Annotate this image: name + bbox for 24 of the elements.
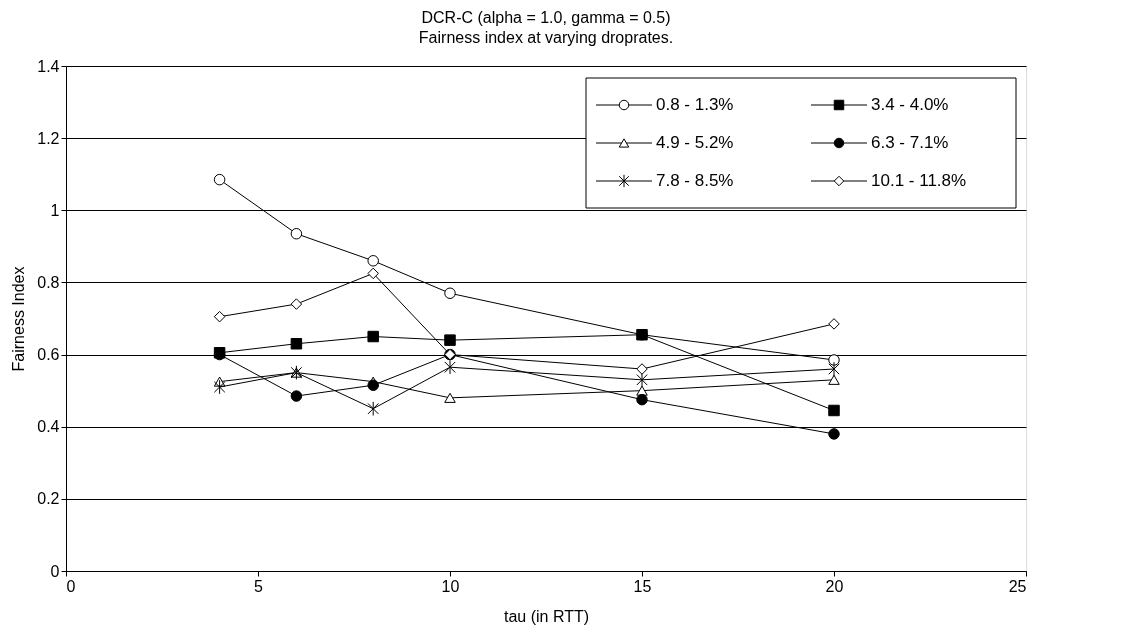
y-tick-label: 1.4 bbox=[37, 57, 60, 75]
x-tick-label: 25 bbox=[1008, 577, 1027, 595]
legend-label: 4.9 - 5.2% bbox=[656, 133, 734, 152]
y-tick-label: 0 bbox=[50, 562, 60, 580]
chart-title: DCR-C (alpha = 1.0, gamma = 0.5) bbox=[421, 9, 671, 26]
x-axis-title: tau (in RTT) bbox=[503, 607, 590, 625]
legend-label: 7.8 - 8.5% bbox=[656, 171, 734, 190]
y-tick-label: 0.6 bbox=[37, 346, 60, 364]
y-tick-label: 1.2 bbox=[37, 129, 60, 147]
legend-label: 10.1 - 11.8% bbox=[871, 171, 967, 190]
y-tick-label: 0.4 bbox=[37, 418, 60, 436]
y-axis-title: Fairness Index bbox=[10, 266, 28, 372]
x-tick-label: 15 bbox=[633, 577, 652, 595]
legend-label: 6.3 - 7.1% bbox=[871, 133, 949, 152]
x-tick-label: 5 bbox=[254, 577, 264, 595]
y-tick-label: 0.2 bbox=[37, 490, 60, 508]
chart-subtitle: Fairness index at varying droprates. bbox=[418, 29, 674, 46]
y-tick-label: 1 bbox=[50, 201, 60, 219]
x-tick-label: 0 bbox=[66, 577, 76, 595]
x-tick-label: 20 bbox=[825, 577, 844, 595]
x-tick-label: 10 bbox=[441, 577, 460, 595]
legend-label: 0.8 - 1.3% bbox=[656, 95, 734, 114]
legend-label: 3.4 - 4.0% bbox=[871, 95, 949, 114]
y-tick-label: 0.8 bbox=[37, 273, 60, 291]
